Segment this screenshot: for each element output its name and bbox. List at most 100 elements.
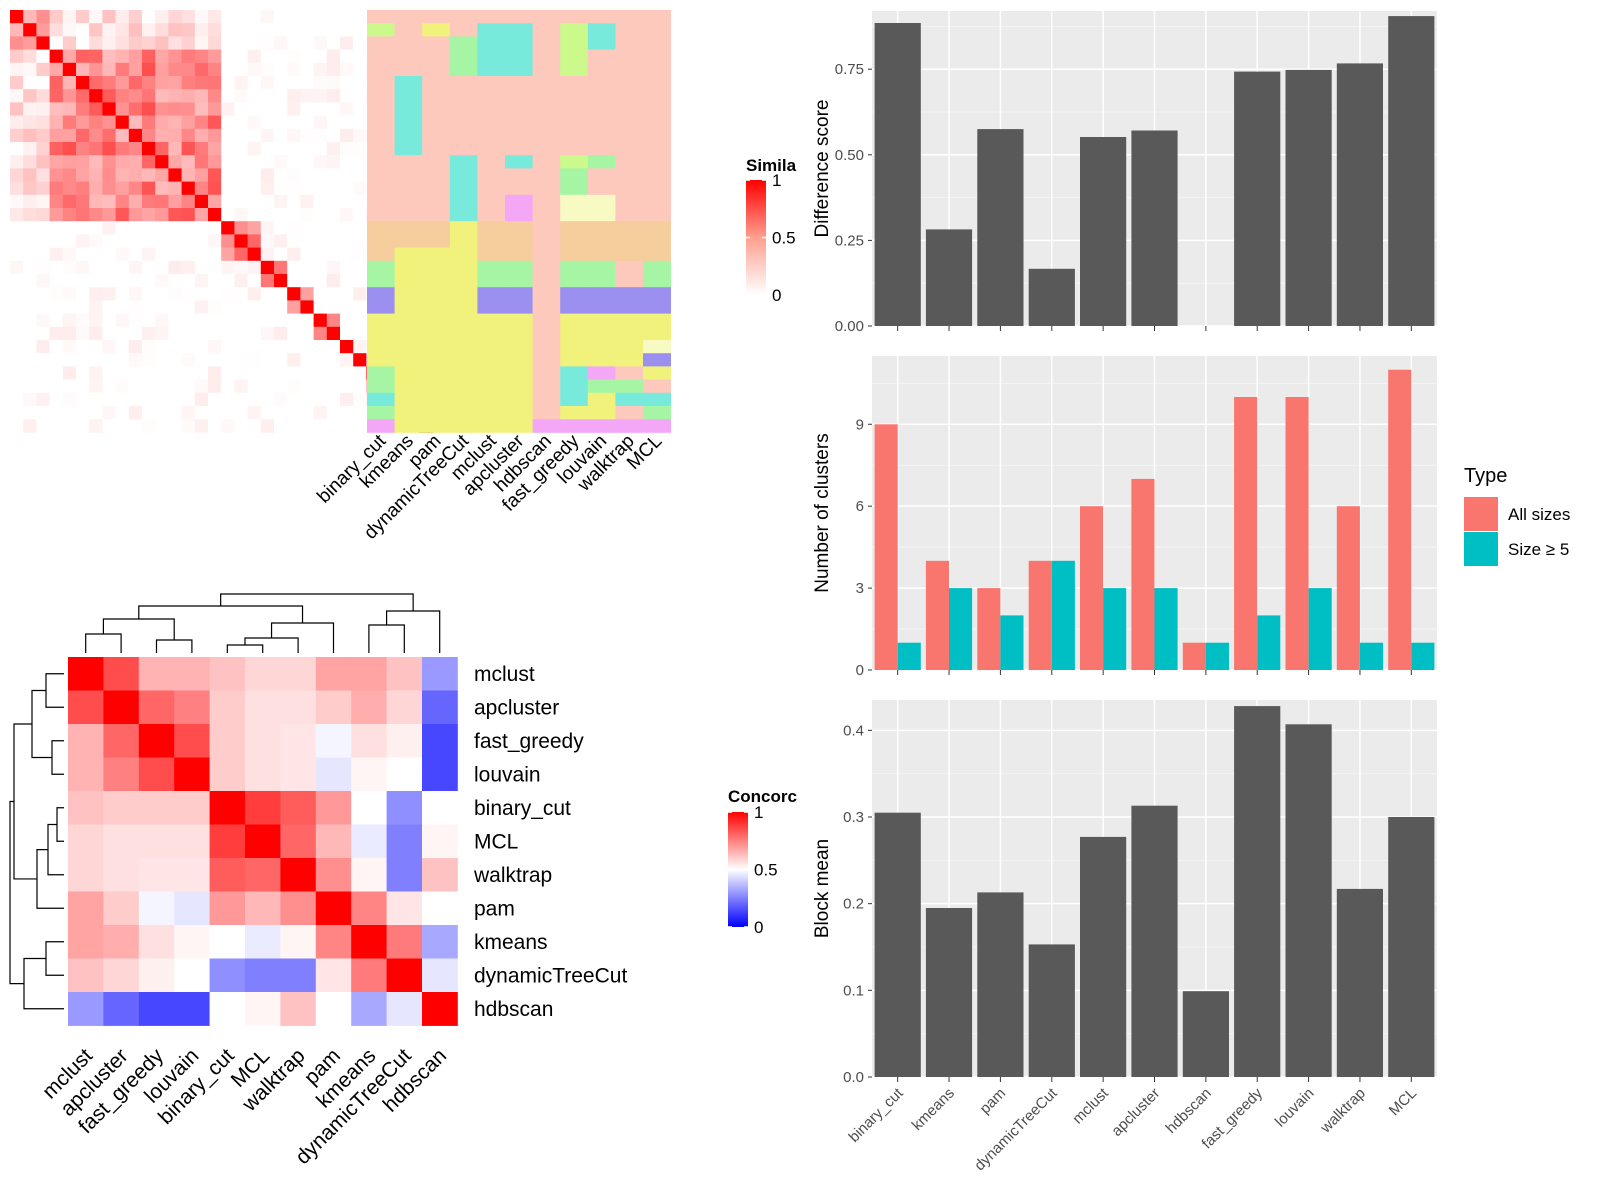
cluster-cell [615, 392, 644, 407]
concordance-cell [351, 891, 387, 926]
cluster-cell [449, 62, 478, 77]
concordance-cell [174, 724, 210, 758]
similarity-cell [23, 379, 37, 394]
concordance-cell [138, 925, 175, 959]
y-tick-label: 0.4 [843, 722, 864, 739]
cluster-cell [587, 326, 616, 341]
cluster-cell [615, 155, 644, 169]
dendrogram-branch [138, 605, 304, 623]
concordance-cell [386, 925, 423, 959]
similarity-cell [10, 406, 24, 420]
similarity-cell [102, 247, 116, 262]
similarity-cell [36, 36, 50, 50]
concordance-cell [422, 891, 458, 926]
bar-all-sizes [1182, 642, 1206, 670]
concordance-cell [103, 791, 140, 825]
similarity-cell [142, 419, 156, 433]
cluster-cell [643, 221, 671, 235]
concordance-row-label: mclust [474, 663, 535, 686]
similarity-cell [194, 10, 209, 24]
similarity-cell [340, 300, 354, 314]
cluster-cell [449, 326, 478, 341]
cluster-cell [449, 221, 478, 235]
similarity-cell [62, 194, 77, 209]
similarity-cell [62, 168, 77, 182]
cluster-cell [367, 23, 395, 37]
similarity-cell [181, 102, 196, 116]
similarity-cell [208, 326, 222, 341]
cluster-cell [449, 340, 478, 354]
similarity-cell [274, 419, 288, 433]
bar-all-sizes [1234, 397, 1258, 670]
similarity-cell [208, 10, 222, 24]
cluster-cell [422, 155, 451, 169]
similarity-cell [300, 406, 314, 420]
concordance-cell [245, 757, 281, 792]
similarity-cell [353, 260, 367, 275]
cluster-assignment-grid [367, 10, 671, 433]
cluster-cell [394, 76, 423, 90]
similarity-cell [300, 128, 314, 143]
similarity-cell [115, 155, 130, 169]
cluster-cell [615, 102, 644, 116]
concordance-cell [422, 858, 458, 892]
cluster-cell [560, 115, 589, 130]
cluster-cell [394, 115, 423, 130]
similarity-cell [142, 287, 156, 301]
similarity-cell [76, 168, 90, 182]
similarity-cell [313, 128, 328, 143]
similarity-cell [221, 353, 235, 367]
dendrogram-branch [31, 689, 52, 759]
similarity-cell [221, 300, 235, 314]
cluster-cell [505, 168, 533, 182]
cluster-cell [505, 10, 533, 24]
similarity-cell [313, 142, 328, 156]
similarity-cell [115, 102, 130, 116]
similarity-cell [168, 208, 182, 222]
similarity-cell [300, 340, 314, 354]
similarity-cell [155, 247, 169, 262]
similarity-cell [353, 300, 367, 314]
similarity-cell [221, 313, 235, 328]
cluster-cell [643, 300, 671, 314]
similarity-cell [247, 326, 262, 341]
cluster-cell [587, 287, 616, 301]
similarity-cell [221, 247, 235, 262]
cluster-cell [367, 10, 395, 24]
similarity-cell [155, 274, 169, 288]
similarity-cell [168, 168, 182, 182]
cluster-cell [477, 234, 506, 248]
concordance-cell [351, 724, 387, 758]
similarity-cell [142, 234, 156, 248]
cluster-cell [532, 313, 561, 328]
similarity-cell [340, 247, 354, 262]
cluster-cell [587, 366, 616, 380]
cluster-cell [449, 234, 478, 248]
similarity-cell [115, 326, 130, 341]
similarity-cell [221, 10, 235, 24]
concordance-row-label: walktrap [473, 864, 552, 887]
similarity-cell [221, 326, 235, 341]
similarity-cell [49, 406, 64, 420]
similarity-cell [194, 76, 209, 90]
similarity-cell [274, 379, 288, 394]
similarity-cell [221, 194, 235, 209]
concordance-cell [138, 891, 175, 926]
similarity-cell [247, 10, 262, 24]
similarity-cell [10, 419, 24, 433]
similarity-cell [49, 260, 64, 275]
cluster-cell [422, 406, 451, 420]
similarity-cell [340, 379, 354, 394]
similarity-cell [208, 392, 222, 407]
cluster-cell [394, 313, 423, 328]
concordance-cell [280, 858, 317, 892]
cluster-cell [505, 115, 533, 130]
cluster-cell [422, 419, 451, 433]
concordance-cell [280, 958, 317, 993]
similarity-cell [274, 247, 288, 262]
similarity-cell [353, 274, 367, 288]
similarity-cell [10, 313, 24, 328]
bar [1285, 724, 1332, 1077]
legend-title: Type [1464, 465, 1507, 487]
similarity-cell [49, 208, 64, 222]
